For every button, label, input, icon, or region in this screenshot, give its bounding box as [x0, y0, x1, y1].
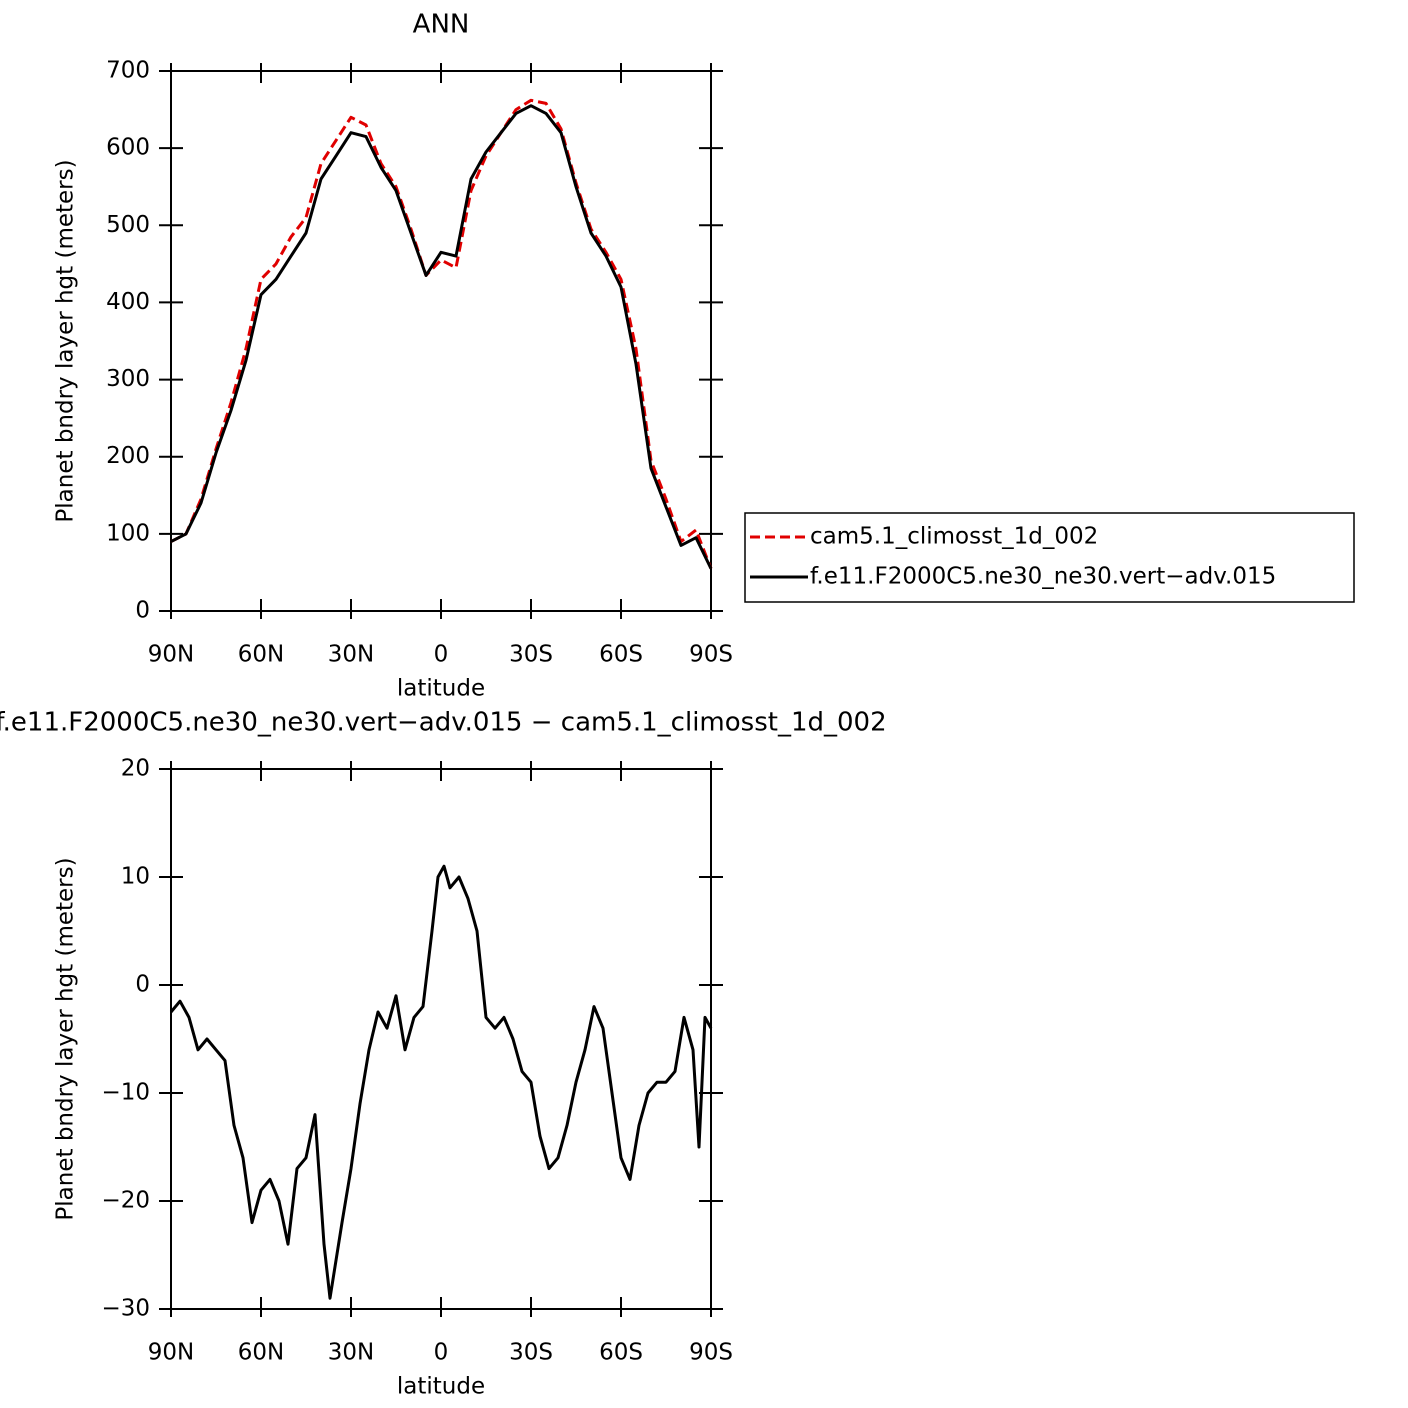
y-tick-label: 300: [106, 366, 150, 392]
x-tick-label: 90S: [689, 1340, 733, 1366]
data-line: [169, 864, 713, 1300]
x-tick-label: 30S: [509, 1340, 553, 1366]
x-tick-label: 90S: [689, 642, 733, 668]
plot-frame: [170, 70, 712, 612]
y-tick-label: 600: [106, 135, 150, 161]
x-tick-label: 60N: [238, 642, 284, 668]
y-tick-label: 10: [121, 864, 150, 890]
legend-label: f.e11.F2000C5.ne30_ne30.vert−adv.015: [810, 564, 1276, 590]
data-line: [170, 98, 713, 570]
y-tick-label: −20: [101, 1188, 150, 1214]
y-tick-label: 0: [135, 972, 150, 998]
x-tick-label: 30N: [328, 642, 374, 668]
x-axis-label: latitude: [397, 1374, 485, 1400]
y-tick-label: 500: [106, 212, 150, 238]
x-axis-label: latitude: [397, 676, 485, 702]
y-tick-label: −30: [101, 1296, 150, 1322]
y-axis-label: Planet bndry layer hgt (meters): [53, 159, 79, 522]
y-tick-label: 200: [106, 443, 150, 469]
x-tick-label: 60N: [238, 1340, 284, 1366]
x-tick-label: 0: [434, 642, 449, 668]
y-tick-label: 400: [106, 289, 150, 315]
x-tick-label: 0: [434, 1340, 449, 1366]
y-tick-label: 20: [121, 756, 150, 782]
chart-title: ANN: [413, 10, 470, 40]
y-tick-label: −10: [101, 1080, 150, 1106]
y-tick-label: 100: [106, 520, 150, 546]
y-tick-label: 0: [135, 598, 150, 624]
x-tick-label: 30N: [328, 1340, 374, 1366]
plot-frame: [170, 768, 712, 1310]
legend-label: cam5.1_climosst_1d_002: [810, 524, 1098, 550]
y-axis-label: Planet bndry layer hgt (meters): [53, 857, 79, 1220]
chart-title: f.e11.F2000C5.ne30_ne30.vert−adv.015 − c…: [0, 708, 887, 738]
data-line: [170, 104, 713, 570]
x-tick-label: 60S: [599, 1340, 643, 1366]
x-tick-label: 90N: [148, 642, 194, 668]
x-tick-label: 90N: [148, 1340, 194, 1366]
legend-box: [744, 512, 1355, 603]
y-tick-label: 700: [106, 58, 150, 84]
x-tick-label: 30S: [509, 642, 553, 668]
x-tick-label: 60S: [599, 642, 643, 668]
